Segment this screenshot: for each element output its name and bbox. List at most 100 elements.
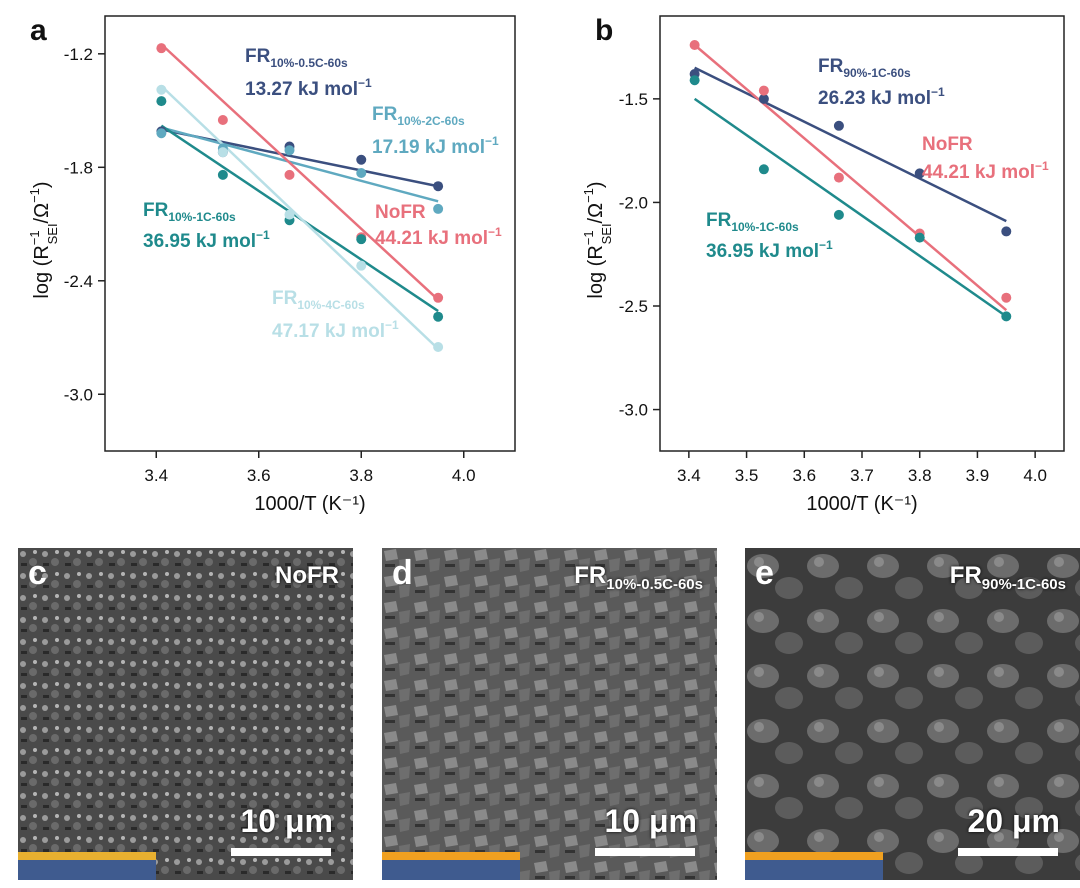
scale-bar-label-d: 10 μm	[604, 803, 697, 839]
x-tick-label: 3.4	[677, 466, 701, 485]
data-point-series-0	[833, 120, 844, 131]
x-axis-label-b: 1000/T (K⁻¹)	[806, 493, 917, 515]
plot-frame-a	[104, 15, 516, 452]
data-point-series-3	[156, 96, 167, 107]
scale-bar-c	[231, 848, 331, 856]
panel-letter-b: b	[595, 14, 613, 47]
data-point-series-1	[284, 145, 295, 156]
sem-image-fr10-05c: d FR10%-0.5C-60s 10 μm	[382, 548, 717, 880]
y-tick-label: -1.2	[64, 45, 93, 64]
data-point-series-1	[833, 172, 844, 183]
panel-letter-c: c	[28, 554, 47, 592]
series-label-fr90-1c: FR90%-1C-60s	[818, 56, 911, 80]
y-tick-label: -1.8	[64, 158, 93, 177]
data-point-series-2	[1001, 311, 1012, 322]
x-tick-label: 3.8	[908, 466, 932, 485]
data-point-series-1	[156, 128, 167, 139]
sem-texture-nofr	[18, 548, 353, 880]
sem-image-fr90-1c: e FR90%-1C-60s 20 μm	[745, 548, 1080, 880]
data-point-series-4	[433, 341, 444, 352]
panel-letter-d: d	[392, 554, 413, 592]
sem-texture-fr90-1c	[745, 548, 1080, 880]
y-tick-label: -2.0	[619, 193, 648, 212]
sem-label-fr90-1c: FR90%-1C-60s	[949, 562, 1066, 593]
fit-line-series-0	[694, 66, 1007, 223]
series-label-fr10-05c: FR10%-0.5C-60s	[245, 46, 348, 70]
data-point-series-3	[433, 311, 444, 322]
data-point-series-3	[217, 169, 228, 180]
fit-line-series-2	[693, 97, 1008, 318]
data-point-series-1	[689, 40, 700, 50]
fit-line-series-2	[160, 43, 439, 301]
fit-line-series-4	[160, 85, 439, 350]
series-label-fr10-1c-a: FR10%-1C-60s	[143, 200, 236, 224]
panel-letter-e: e	[755, 554, 774, 592]
series-label-fr10-4c: FR10%-4C-60s	[272, 288, 365, 312]
scale-bar-label-e: 20 μm	[967, 803, 1060, 839]
data-point-series-1	[433, 203, 444, 214]
y-tick-label: -3.0	[619, 401, 648, 420]
sem-label-fr10-05c: FR10%-0.5C-60s	[574, 562, 703, 593]
data-point-series-2	[689, 75, 700, 86]
x-tick-label: 3.6	[792, 466, 816, 485]
data-point-series-0	[758, 93, 769, 104]
energy-label-fr10-4c: 47.17 kJ mol−1	[272, 318, 399, 342]
data-point-series-1	[758, 85, 769, 96]
energy-label-fr10-2c: 17.19 kJ mol−1	[372, 134, 499, 158]
data-point-series-2	[433, 292, 444, 303]
data-point-series-2	[833, 209, 844, 220]
energy-label-fr10-1c-a: 36.95 kJ mol−1	[143, 228, 270, 252]
panel-letter-a: a	[30, 14, 47, 47]
y-tick-label: -3.0	[64, 385, 93, 404]
arrhenius-chart-a: a 3.4 3.6 3.8 4.0 -1.2 -1.8 -2.4 -3.0 1000/T (K…	[27, 14, 516, 515]
data-point-series-4	[284, 209, 295, 220]
energy-label-fr90-1c: 26.23 kJ mol−1	[818, 85, 945, 109]
energy-label-nofr-b: 44.21 kJ mol−1	[922, 159, 1049, 183]
series-label-fr10-2c: FR10%-2C-60s	[372, 104, 465, 128]
x-tick-label: 4.0	[452, 466, 476, 485]
data-point-series-3	[356, 234, 367, 245]
y-axis-label-b: log (R−1 SEI/Ω−1)	[581, 181, 614, 298]
energy-label-fr10-1c-b: 36.95 kJ mol−1	[706, 238, 833, 262]
fit-line-series-1	[693, 44, 1008, 312]
x-tick-label: 3.7	[850, 466, 874, 485]
sem-image-nofr: c NoFR 10 μm	[18, 548, 353, 880]
data-point-series-2	[284, 169, 295, 180]
x-tick-label: 3.5	[735, 466, 759, 485]
electrode-schematic-c	[18, 852, 156, 880]
data-point-series-2	[758, 164, 769, 175]
sem-texture-fr10-05c	[382, 548, 717, 880]
data-point-series-0	[356, 154, 367, 165]
energy-label-nofr-a: 44.21 kJ mol−1	[375, 225, 502, 249]
data-point-series-2	[156, 43, 167, 54]
scale-bar-label-c: 10 μm	[240, 803, 333, 839]
energy-label-fr10-05c: 13.27 kJ mol−1	[245, 76, 372, 100]
data-point-series-2	[217, 115, 228, 126]
scale-bar-e	[958, 848, 1058, 856]
data-point-series-0	[914, 168, 925, 179]
data-point-series-1	[356, 167, 367, 178]
electrode-schematic-e	[745, 852, 883, 880]
fit-line-series-1	[161, 126, 439, 203]
series-label-fr10-1c-b: FR10%-1C-60s	[706, 210, 799, 234]
data-point-series-1	[1001, 292, 1012, 303]
x-tick-label: 3.9	[966, 466, 990, 485]
data-point-series-0	[1001, 226, 1012, 237]
y-tick-label: -2.4	[64, 272, 93, 291]
data-point-series-4	[217, 147, 228, 158]
scale-bar-d	[595, 848, 695, 856]
data-point-series-0	[433, 181, 444, 192]
y-axis-label-a: log (R−1 SEI/Ω−1)	[27, 181, 60, 298]
arrhenius-chart-b: b 3.4 3.5 3.6 3.7 3.8 3.9 4.0-1.5-2.0-2.5-3.0 …	[581, 14, 1065, 515]
x-tick-label: 3.4	[144, 466, 168, 485]
y-tick-label: -1.5	[619, 90, 648, 109]
sem-label-nofr: NoFR	[275, 562, 339, 589]
x-tick-label: 3.6	[247, 466, 271, 485]
x-axis-label-a: 1000/T (K⁻¹)	[254, 493, 365, 515]
series-label-nofr-a: NoFR	[375, 202, 426, 223]
series-label-nofr-b: NoFR	[922, 134, 973, 155]
y-tick-label: -2.5	[619, 297, 648, 316]
data-point-series-2	[914, 232, 925, 243]
x-tick-label: 4.0	[1023, 466, 1047, 485]
data-point-series-4	[356, 260, 367, 271]
